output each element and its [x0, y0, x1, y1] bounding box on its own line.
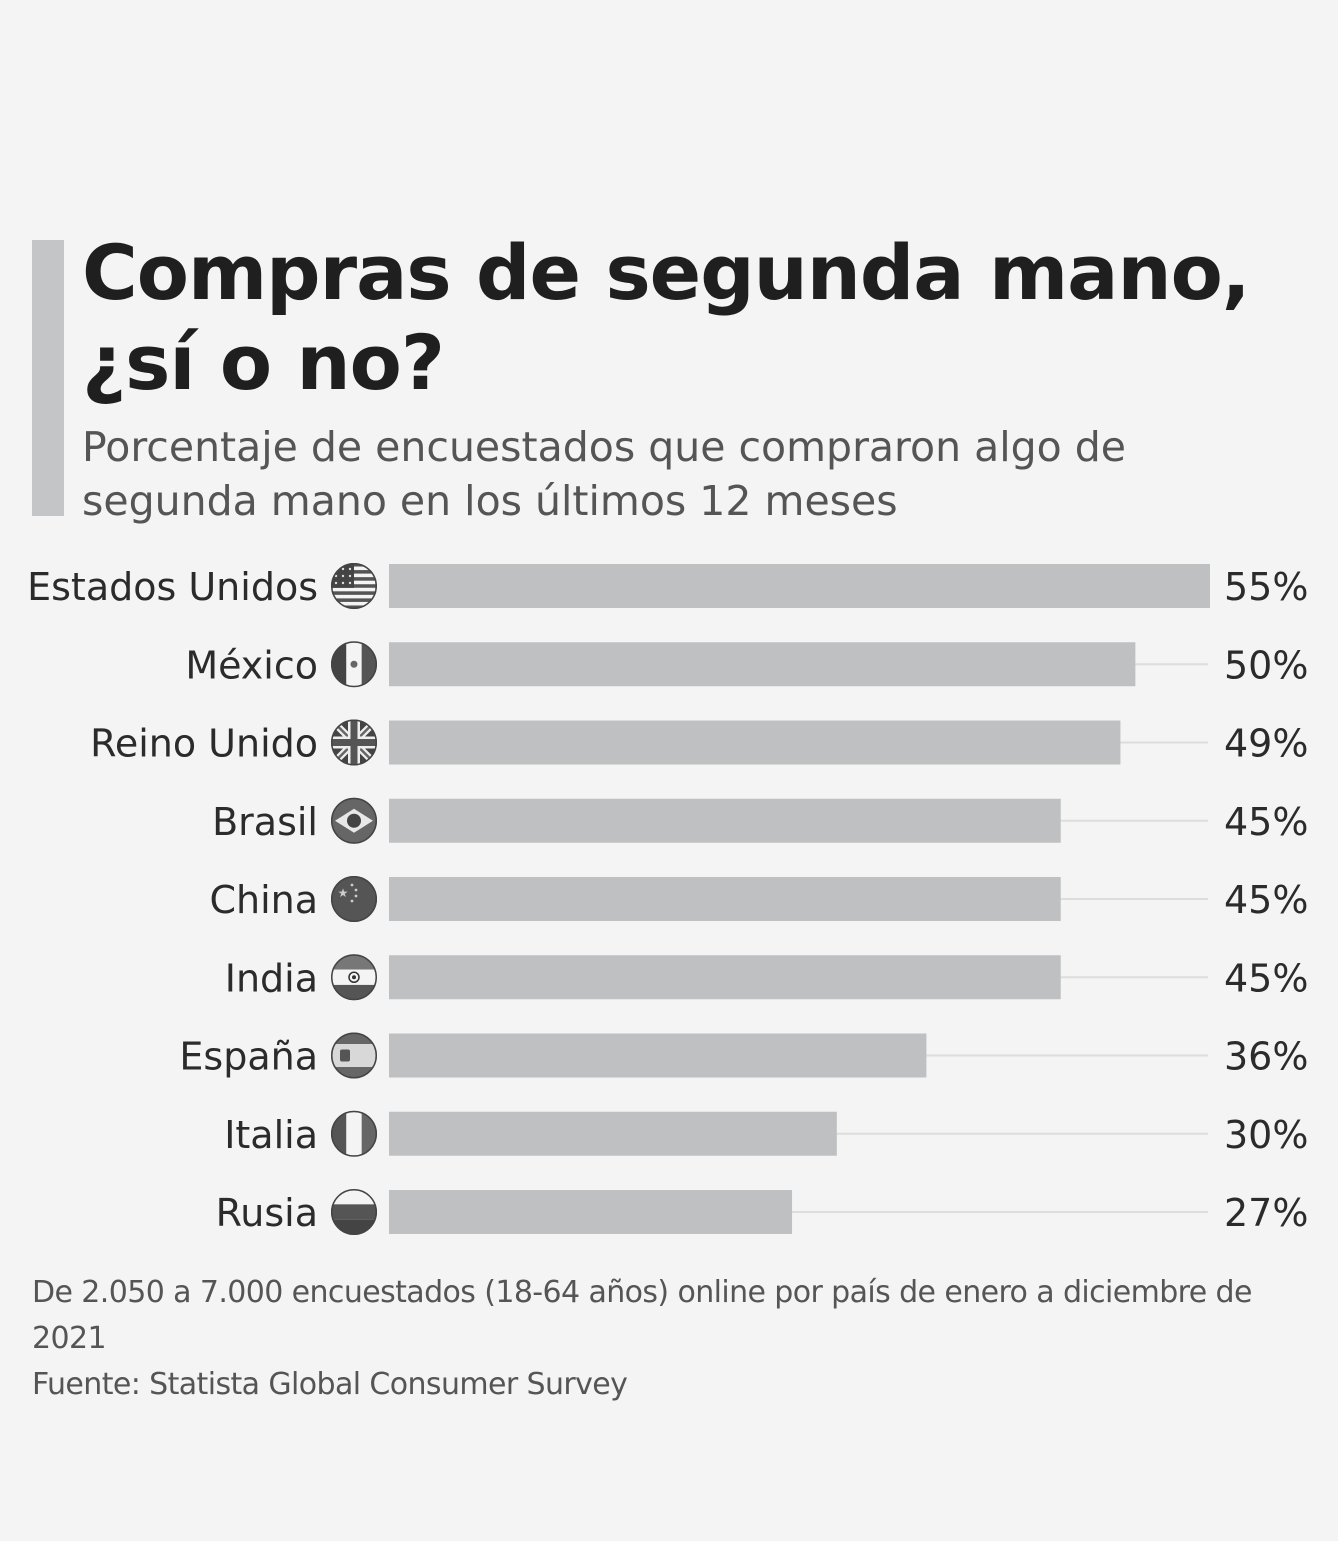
chart-row: España 36%: [179, 1032, 1308, 1079]
russia-flag-icon: [331, 1189, 377, 1235]
category-label: China: [209, 878, 318, 922]
chart-subtitle: Porcentaje de encuestados que compraron …: [82, 423, 1127, 525]
category-label: México: [185, 643, 318, 687]
us-flag-icon: [331, 563, 377, 609]
category-label: Italia: [224, 1113, 318, 1157]
category-label: España: [179, 1035, 318, 1079]
svg-text:★: ★: [338, 886, 349, 900]
category-label: India: [225, 956, 318, 1000]
category-label: Brasil: [212, 800, 318, 844]
value-label: 27%: [1224, 1191, 1308, 1235]
survey-note: De 2.050 a 7.000 encuestados (18-64 años…: [32, 1275, 1252, 1356]
value-label: 49%: [1224, 722, 1308, 766]
uk-flag-icon: [331, 719, 377, 766]
value-label: 45%: [1224, 878, 1308, 922]
value-label: 55%: [1224, 565, 1308, 609]
chart-row: Reino Unido 49%: [90, 719, 1308, 766]
chart-title: Compras de segunda mano, ¿sí o no?: [82, 228, 1251, 407]
brazil-flag-icon: [331, 797, 377, 844]
china-flag-icon: ★: [331, 876, 377, 922]
india-flag-icon: [331, 954, 377, 1001]
bar-8: [389, 1111, 837, 1156]
chart-row: Brasil 45%: [212, 797, 1308, 844]
chart-row: China ★ 45%: [209, 876, 1308, 922]
value-label: 30%: [1224, 1113, 1308, 1157]
spain-flag-icon: [331, 1032, 377, 1079]
value-label: 36%: [1224, 1035, 1308, 1079]
bar-3: [389, 720, 1121, 765]
italy-flag-icon: [331, 1110, 377, 1157]
chart-row: Rusia 27%: [216, 1189, 1308, 1235]
bar-5: [389, 877, 1061, 921]
value-label: 45%: [1224, 800, 1308, 844]
bar-2: [389, 642, 1136, 687]
category-label: Reino Unido: [90, 722, 318, 766]
bar-1: [389, 564, 1210, 608]
chart-row: Estados Unidos 55%: [27, 563, 1308, 609]
bar-6: [389, 955, 1061, 1000]
chart-footer: De 2.050 a 7.000 encuestados (18-64 años…: [32, 1270, 1322, 1408]
bar-7: [389, 1033, 927, 1078]
bar-9: [389, 1190, 793, 1234]
chart-row: India 45%: [225, 954, 1308, 1001]
chart-row: Italia 30%: [224, 1110, 1308, 1157]
mexico-flag-icon: [331, 641, 377, 688]
value-label: 50%: [1224, 643, 1308, 687]
category-label: Estados Unidos: [27, 565, 318, 609]
title-accent-bar: [32, 240, 64, 516]
category-label: Rusia: [216, 1191, 318, 1235]
source-note: Fuente: Statista Global Consumer Survey: [32, 1367, 628, 1402]
value-label: 45%: [1224, 956, 1308, 1000]
chart-row: México 50%: [185, 641, 1308, 688]
bar-4: [389, 798, 1061, 843]
